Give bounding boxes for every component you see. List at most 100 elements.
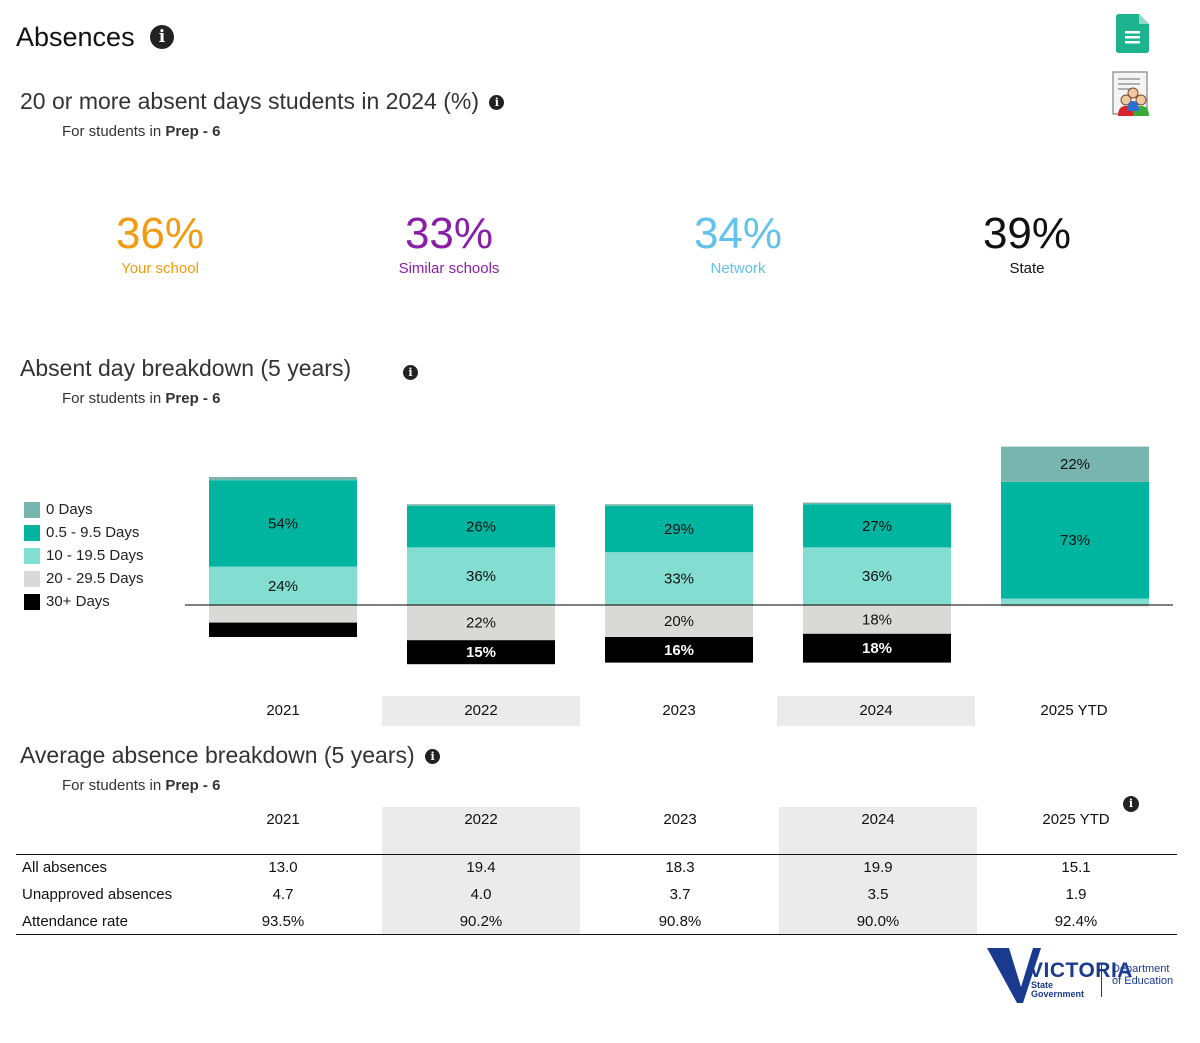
- headline-scope: For students in Prep - 6: [62, 123, 221, 140]
- data-label: 18%: [862, 611, 892, 628]
- info-icon[interactable]: i: [1123, 796, 1139, 812]
- bar-group: 24% 54%: [209, 477, 357, 637]
- average-title: Average absence breakdown (5 years) i: [20, 742, 441, 769]
- bar-segment: [407, 505, 555, 548]
- table-divider: [16, 934, 1177, 935]
- column-shade: [779, 807, 977, 934]
- table-cell: 1.9: [1065, 886, 1087, 903]
- x-axis-label: 2023: [662, 702, 696, 719]
- victoria-government-logo: VICTORIA State Government Department of …: [985, 945, 1180, 1005]
- logo-sub2: Government: [1031, 989, 1084, 999]
- logo-word: VICTORIA: [1029, 959, 1133, 982]
- bar-segment: [803, 504, 951, 548]
- legend-item: 10 - 19.5 Days: [24, 544, 144, 567]
- data-label: 22%: [466, 615, 496, 632]
- bar-segment: [1001, 481, 1149, 599]
- breakdown-scope: For students in Prep - 6: [62, 390, 221, 407]
- x-axis-label: 2022: [382, 696, 580, 726]
- column-header: 2025 YTD: [1042, 811, 1110, 828]
- data-label: 36%: [862, 568, 892, 585]
- bar-segment: [605, 552, 753, 605]
- headline-title: 20 or more absent days students in 2024 …: [20, 88, 505, 115]
- stat-network: 34% Network: [628, 209, 848, 278]
- table-cell: 4.7: [272, 886, 294, 903]
- table-cell: 13.0: [268, 859, 298, 876]
- info-icon[interactable]: i: [489, 95, 505, 110]
- stat-similar-schools: 33% Similar schools: [339, 210, 559, 278]
- chart-legend: 0 Days 0.5 - 9.5 Days 10 - 19.5 Days 20 …: [24, 498, 144, 613]
- data-label: 16%: [664, 642, 694, 659]
- column-header: 2024: [861, 811, 895, 828]
- bar-segment: [407, 504, 555, 506]
- legend-swatch: [24, 570, 40, 587]
- victoria-logo-mark: VICTORIA State Government Department of …: [987, 948, 1173, 1003]
- data-label: 22%: [1060, 456, 1090, 473]
- column-header: 2022: [464, 811, 498, 828]
- document-icon[interactable]: [1116, 14, 1149, 53]
- data-label: 27%: [862, 518, 892, 535]
- absent-day-breakdown-chart: 24% 54% 36% 26% 22% 15% 33% 29% 20% 16% 36% 27% 18% 1…: [185, 446, 1173, 665]
- data-label: 15%: [466, 644, 496, 661]
- table-cell: 93.5%: [261, 913, 305, 930]
- legend-swatch: [24, 524, 40, 541]
- stat-label: Network: [710, 260, 766, 277]
- bar-segment: [605, 637, 753, 663]
- row-label: Unapproved absences: [22, 886, 173, 903]
- column-header: 2023: [663, 811, 697, 828]
- table-cell: 3.7: [669, 886, 691, 903]
- bar-segment: [407, 605, 555, 641]
- column-header: 2021: [266, 811, 300, 828]
- logo-sub1: State: [1031, 980, 1053, 990]
- legend-swatch: [24, 547, 40, 564]
- row-label: Attendance rate: [22, 913, 128, 930]
- bar-segment: [605, 504, 753, 506]
- stat-value: 34%: [693, 209, 783, 258]
- legend-item: 30+ Days: [24, 590, 144, 613]
- legend-swatch: [24, 501, 40, 518]
- row-label: All absences: [22, 859, 108, 876]
- table-cell: 90.2%: [459, 913, 503, 930]
- legend-item: 0.5 - 9.5 Days: [24, 521, 144, 544]
- bar-segment: [209, 622, 357, 637]
- report-icon[interactable]: [1112, 71, 1156, 117]
- data-label: 24%: [268, 578, 298, 595]
- legend-item: 0 Days: [24, 498, 144, 521]
- table-cell: 92.4%: [1054, 913, 1098, 930]
- stat-label: State: [1009, 260, 1045, 277]
- table-divider: [16, 854, 1177, 855]
- table-cell: 19.9: [863, 859, 893, 876]
- info-icon[interactable]: i: [403, 365, 418, 380]
- table-cell: 90.0%: [856, 913, 900, 930]
- legend-item: 20 - 29.5 Days: [24, 567, 144, 590]
- x-axis-label: 2024: [777, 696, 975, 726]
- bar-group: 73% 22%: [1001, 446, 1149, 607]
- bar-group: 36% 26% 22% 15%: [407, 504, 555, 665]
- bar-segment: [1001, 605, 1149, 607]
- stat-state: 39% State: [917, 209, 1137, 278]
- data-label: 26%: [466, 519, 496, 536]
- data-label: 36%: [466, 568, 496, 585]
- breakdown-title: Absent day breakdown (5 years): [20, 355, 352, 381]
- data-label: 18%: [862, 640, 892, 657]
- column-shade: [382, 807, 580, 934]
- stat-your-school: 36% Your school: [50, 210, 270, 278]
- dept-line2: of Education: [1112, 975, 1173, 987]
- bar-segment: [209, 480, 357, 567]
- stat-label: Your school: [121, 260, 199, 277]
- bar-segment: [803, 633, 951, 663]
- table-cell: 3.5: [867, 886, 889, 903]
- stat-value: 39%: [982, 209, 1072, 258]
- table-cell: 90.8%: [658, 913, 702, 930]
- bar-segment: [605, 505, 753, 553]
- info-icon[interactable]: i: [150, 25, 174, 49]
- bar-segment: [1001, 598, 1149, 605]
- table-cell: 15.1: [1061, 859, 1091, 876]
- page-title: Absences: [16, 22, 135, 52]
- legend-swatch: [24, 593, 40, 610]
- data-label: 73%: [1060, 532, 1090, 549]
- data-label: 54%: [268, 515, 298, 532]
- bar-segment: [605, 605, 753, 637]
- info-icon[interactable]: i: [425, 749, 441, 764]
- data-label: 29%: [664, 521, 694, 538]
- x-axis-label: 2021: [266, 702, 300, 719]
